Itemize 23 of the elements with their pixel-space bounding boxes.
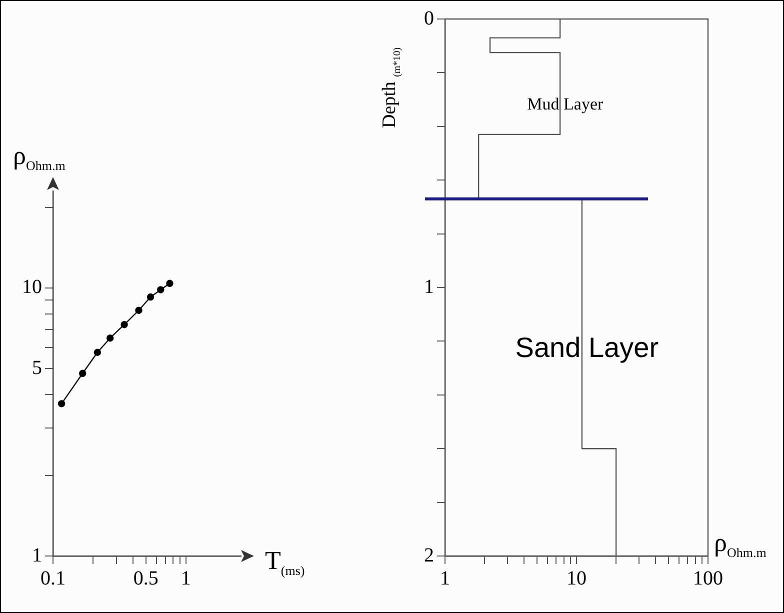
y-axis-title: ρ$_{Ohm.m}$ — [13, 141, 66, 174]
y-tick-label: 1 — [424, 276, 434, 298]
x-tick-label: 0.1 — [40, 567, 66, 590]
x-tick-label: 100 — [693, 567, 723, 590]
point — [135, 306, 142, 314]
y-tick-label: 1 — [32, 544, 42, 566]
x-axis-title: T$_{(ms)}$ — [265, 546, 305, 580]
y-tick-label: 2 — [424, 544, 434, 566]
y-tick-label: 10 — [22, 276, 42, 298]
y-tick-label: 0 — [424, 7, 434, 30]
y-tick-label: 5 — [32, 356, 42, 379]
point — [94, 348, 102, 356]
point — [106, 334, 114, 342]
annotation: Mud Layer — [527, 94, 604, 114]
x-tick-label: 0.5 — [133, 567, 158, 590]
x-axis-title: ρ$_{Ohm.m}$ — [714, 528, 766, 562]
point — [78, 370, 86, 377]
point — [146, 293, 154, 301]
x-tick-label: 1 — [440, 567, 450, 590]
annotation: Sand Layer — [515, 332, 659, 363]
x-tick-label: 1 — [180, 567, 191, 590]
point — [120, 320, 128, 328]
x-tick-label: 10 — [566, 567, 586, 590]
